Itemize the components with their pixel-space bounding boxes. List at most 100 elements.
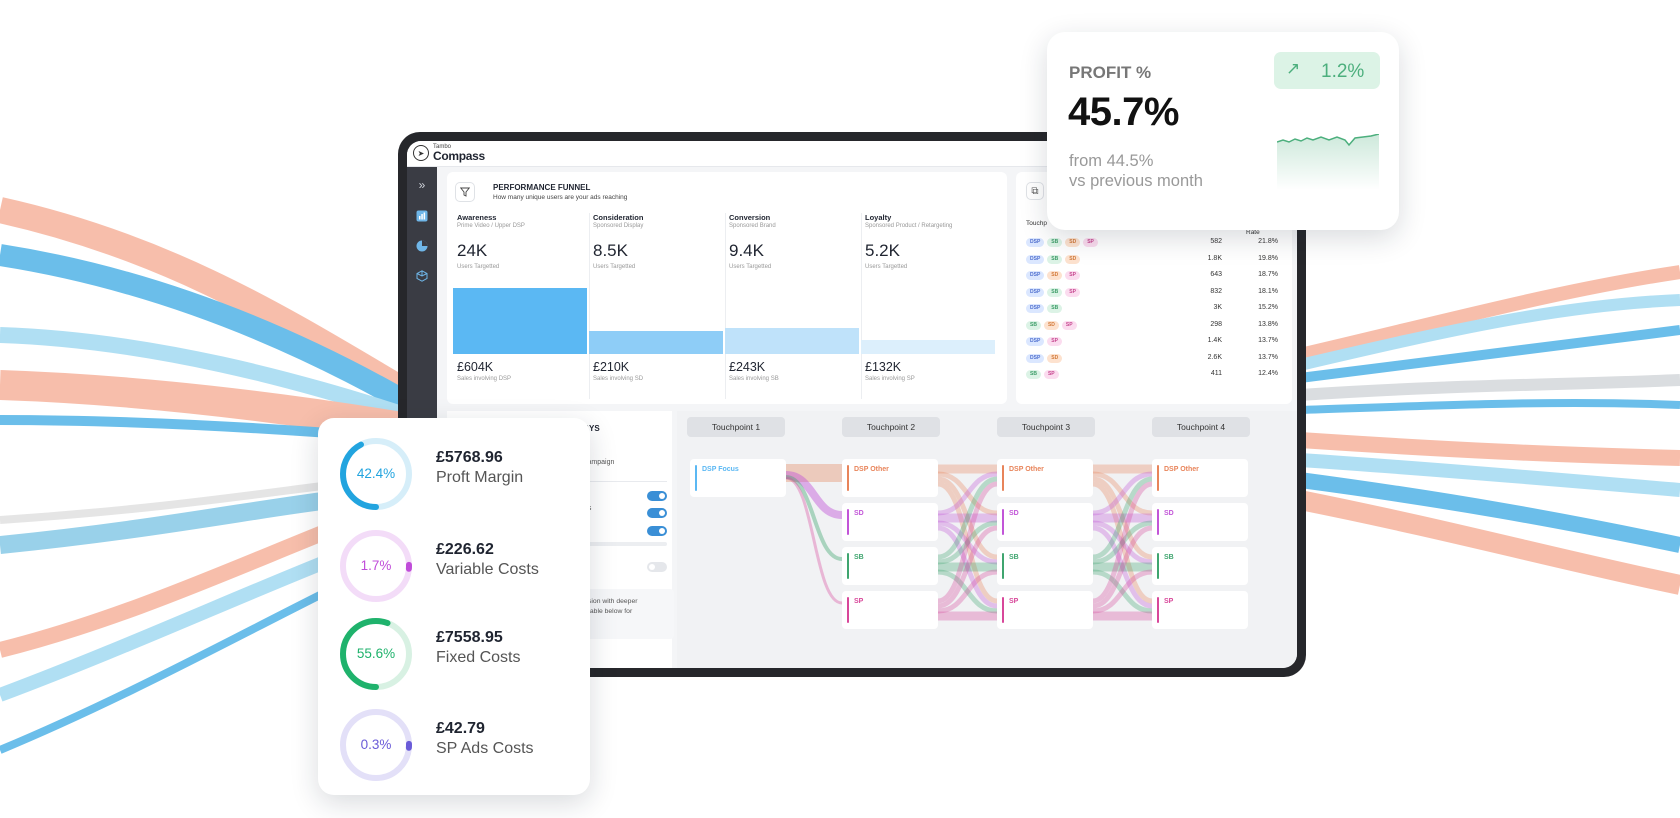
profit-label: PROFIT %: [1069, 63, 1152, 82]
table-row[interactable]: DSP SD SP 643 18.7%: [1026, 269, 1288, 283]
cost-item-variable-costs[interactable]: 1.7% £226.62 Variable Costs: [338, 528, 578, 610]
stage-sales-value: £132K: [865, 360, 902, 374]
sankey-node-tp4-sb[interactable]: SB: [1152, 547, 1248, 585]
rate-column-header[interactable]: Rate: [1246, 229, 1260, 236]
touchpoints-column-header[interactable]: Touchp: [1026, 220, 1047, 227]
cost-amount: £5768.96: [436, 449, 503, 466]
sankey-node-tp2-dsp-other[interactable]: DSP Other: [842, 459, 938, 497]
note-line-1: sion with deeper: [588, 598, 638, 605]
channel-tag: SB: [1026, 320, 1041, 330]
copy-button[interactable]: ⧉: [1026, 182, 1044, 200]
conversion-rate: 21.8%: [1258, 238, 1278, 245]
sankey-link: [937, 520, 998, 565]
brand-small: Tambo: [433, 144, 452, 150]
touchpoint-1-header[interactable]: Touchpoint 1: [687, 417, 785, 437]
stage-sales-label: Sales involving DSP: [457, 376, 512, 382]
conversion-rate: 13.7%: [1258, 337, 1278, 344]
option-toggle-4[interactable]: [647, 562, 667, 572]
stage-users-value: 24K: [457, 241, 488, 260]
cost-amount: £7558.95: [436, 629, 503, 646]
channel-tags: DSP SB SD SP: [1026, 238, 1098, 247]
sankey-node-tp3-sb[interactable]: SB: [997, 547, 1093, 585]
sankey-node-tp3-sd[interactable]: SD: [997, 503, 1093, 541]
table-row[interactable]: DSP SD 2.6K 13.7%: [1026, 352, 1288, 366]
cost-label: Fixed Costs: [436, 649, 521, 666]
table-row[interactable]: DSP SB SD 1.8K 19.8%: [1026, 253, 1288, 267]
touchpoint-2-header[interactable]: Touchpoint 2: [842, 417, 940, 437]
cost-item-sp-ads-costs[interactable]: 0.3% £42.79 SP Ads Costs: [338, 707, 578, 789]
stage-sales-label: Sales involving SB: [729, 376, 779, 382]
sankey-node-tp2-sb[interactable]: SB: [842, 547, 938, 585]
range-slider[interactable]: [582, 542, 667, 546]
sankey-node-tp3-sp[interactable]: SP: [997, 591, 1093, 629]
sankey-link: [937, 569, 998, 614]
channel-tag: SB: [1047, 254, 1063, 264]
sankey-node-tp4-sd[interactable]: SD: [1152, 503, 1248, 541]
expand-sidebar-button[interactable]: »: [414, 177, 430, 193]
table-row[interactable]: DSP SB SD SP 582 21.8%: [1026, 236, 1288, 250]
touchpoint-3-header[interactable]: Touchpoint 3: [997, 417, 1095, 437]
sidebar-item-models[interactable]: [414, 268, 430, 284]
progress-ring: [340, 618, 412, 690]
stage-channel: Sponsored Product / Retargeting: [865, 223, 953, 229]
stage-users-label: Users Targetted: [593, 264, 636, 270]
sankey-link: [1092, 476, 1153, 560]
sankey-node-tp4-dsp-other[interactable]: DSP Other: [1152, 459, 1248, 497]
app-logo[interactable]: ➤ Tambo Compass: [413, 144, 485, 162]
node-label: SP: [1164, 598, 1174, 605]
sankey-link: [1092, 569, 1153, 614]
table-row[interactable]: SB SD SP 298 13.8%: [1026, 319, 1288, 333]
stage-users-label: Users Targetted: [865, 264, 908, 270]
channel-tag: SP: [1061, 320, 1077, 330]
users-count: 643: [1210, 271, 1222, 278]
stage-channel: Sponsored Brand: [729, 223, 776, 229]
funnel-filter-button[interactable]: [455, 182, 475, 202]
stage-sales-value: £243K: [729, 360, 766, 374]
sidebar-item-reports[interactable]: [414, 208, 430, 224]
stage-channel: Prime Video / Upper DSP: [457, 223, 525, 229]
sankey-link: [937, 525, 998, 609]
option-toggle-1[interactable]: [647, 491, 667, 501]
stage-users-value: 8.5K: [593, 241, 628, 260]
channel-tag: SP: [1047, 337, 1062, 346]
sankey-node-tp2-sp[interactable]: SP: [842, 591, 938, 629]
sankey-link: [1092, 481, 1153, 604]
table-row[interactable]: DSP SB 3K 15.2%: [1026, 302, 1288, 316]
cost-item-profit-margin[interactable]: 42.4% £5768.96 Proft Margin: [338, 436, 578, 518]
sankey-node-dsp-focus[interactable]: DSP Focus: [690, 459, 786, 497]
stage-bar: [453, 288, 587, 354]
ring-percent: 42.4%: [356, 466, 396, 481]
node-color-bar: [1157, 553, 1159, 579]
table-row[interactable]: SB SP 411 12.4%: [1026, 368, 1288, 382]
funnel-stage-awareness[interactable]: Awareness Prime Video / Upper DSP 24K Us…: [453, 213, 589, 399]
option-toggle-2[interactable]: [647, 508, 667, 518]
info-note: sion with deeper table below for: [584, 589, 674, 639]
cost-item-fixed-costs[interactable]: 55.6% £7558.95 Fixed Costs: [338, 616, 578, 698]
sidebar-item-analytics[interactable]: [414, 238, 430, 254]
channel-tag: DSP: [1026, 287, 1045, 297]
sankey-node-tp2-sd[interactable]: SD: [842, 503, 938, 541]
node-color-bar: [1157, 597, 1159, 623]
sankey-link: [937, 481, 998, 604]
sankey-node-tp3-dsp-other[interactable]: DSP Other: [997, 459, 1093, 497]
stage-name: Awareness: [457, 213, 497, 222]
channel-tags: DSP SB SP: [1026, 287, 1080, 297]
table-row[interactable]: DSP SB SP 832 18.1%: [1026, 286, 1288, 300]
funnel-stage-loyalty[interactable]: Loyalty Sponsored Product / Retargeting …: [861, 213, 997, 399]
panel-subtitle: campaign: [584, 459, 615, 466]
funnel-stage-conversion[interactable]: Conversion Sponsored Brand 9.4K Users Ta…: [725, 213, 861, 399]
funnel-stage-consideration[interactable]: Consideration Sponsored Display 8.5K Use…: [589, 213, 725, 399]
channel-tags: SB SD SP: [1026, 320, 1077, 330]
users-count: 1.8K: [1207, 254, 1222, 262]
touchpoint-4-header[interactable]: Touchpoint 4: [1152, 417, 1250, 437]
stage-bar: [861, 339, 995, 354]
sankey-link: [1092, 471, 1153, 516]
sankey-node-tp4-sp[interactable]: SP: [1152, 591, 1248, 629]
node-label: DSP Other: [854, 466, 889, 473]
table-row[interactable]: DSP SP 1.4K 13.7%: [1026, 335, 1288, 349]
progress-ring: [340, 438, 412, 510]
option-toggle-3[interactable]: [647, 526, 667, 536]
sankey-link: [937, 471, 998, 516]
users-count: 298: [1210, 320, 1222, 328]
channel-tag: SD: [1047, 353, 1063, 363]
